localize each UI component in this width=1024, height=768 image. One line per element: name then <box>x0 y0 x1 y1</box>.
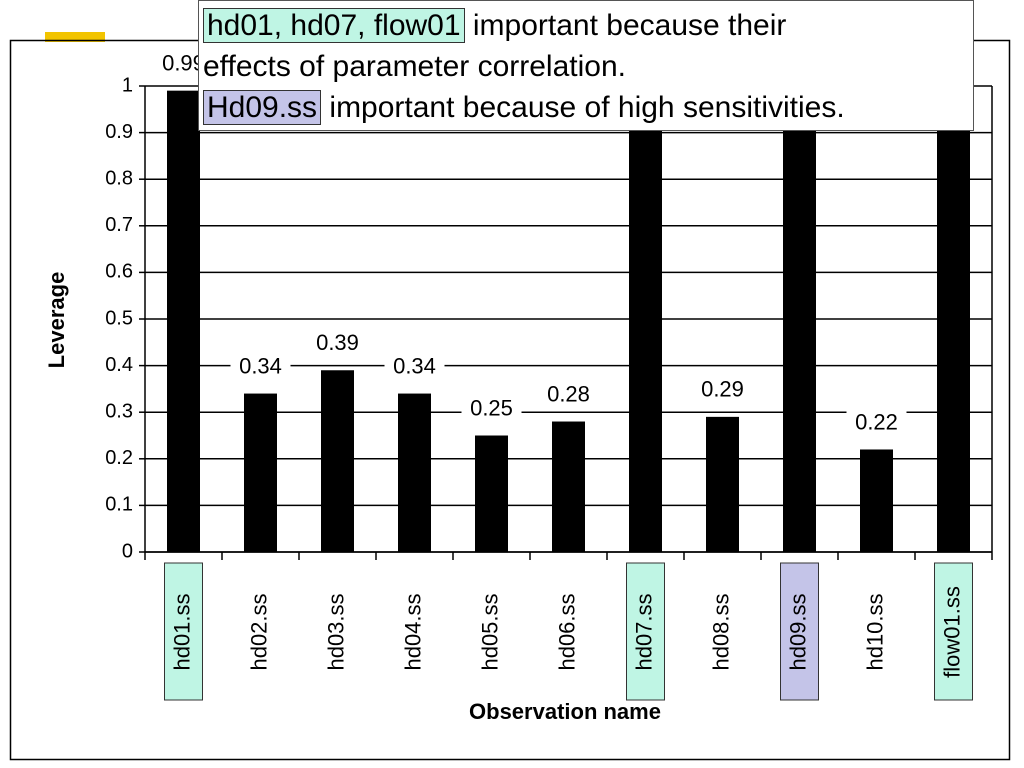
x-tick-label: hd02.ss <box>246 593 271 670</box>
callout-text: important because their <box>464 9 787 42</box>
data-label: 0.29 <box>701 377 744 402</box>
x-tick-label: hd04.ss <box>400 593 425 670</box>
y-tick-label: 0.8 <box>105 167 133 189</box>
callout-line: effects of parameter correlation. <box>203 46 973 87</box>
label-bg <box>461 396 522 423</box>
x-tick-label: hd09.ss <box>785 593 810 670</box>
y-tick-label: 0.3 <box>105 400 133 422</box>
y-tick-label: 0.6 <box>105 261 133 283</box>
bar <box>321 370 354 552</box>
label-bg <box>384 354 445 381</box>
bar <box>398 393 431 552</box>
y-tick-label: 0.7 <box>105 214 133 236</box>
decoration <box>45 32 105 42</box>
y-tick-label: 0.9 <box>105 121 133 143</box>
data-label: 0.99 <box>162 50 205 75</box>
callout-text: effects of parameter correlation. <box>203 50 626 83</box>
y-tick-label: 0.2 <box>105 447 133 469</box>
callout-highlight: hd01, hd07, flow01 <box>203 8 465 43</box>
data-label: 0.34 <box>393 353 436 378</box>
callout-highlight: Hd09.ss <box>203 90 322 125</box>
x-tick-label: hd07.ss <box>631 593 656 670</box>
callout-text: important because of high sensitivities. <box>321 91 845 124</box>
x-axis-label: Observation name <box>469 699 661 724</box>
callout: hd01, hd07, flow01 important because the… <box>198 0 974 131</box>
bar <box>706 416 739 552</box>
x-tick-label: hd08.ss <box>708 593 733 670</box>
y-tick-label: 0 <box>122 540 133 562</box>
bar <box>860 449 893 552</box>
y-tick-label: 0.5 <box>105 307 133 329</box>
y-tick-label: 1 <box>122 74 133 96</box>
y-axis-label: Leverage <box>44 272 69 369</box>
label-bg <box>307 331 368 358</box>
label-bg <box>846 410 907 437</box>
data-label: 0.22 <box>855 409 898 434</box>
data-label: 0.28 <box>547 381 590 406</box>
bar <box>552 421 585 552</box>
label-bg <box>538 382 599 409</box>
data-label: 0.34 <box>239 353 282 378</box>
label-bg <box>692 377 753 404</box>
bar <box>629 86 662 552</box>
x-tick-label: hd01.ss <box>169 593 194 670</box>
bar <box>937 86 970 552</box>
category-highlight <box>780 562 819 701</box>
callout-line: hd01, hd07, flow01 important because the… <box>203 5 973 46</box>
y-tick-label: 0.4 <box>105 354 133 376</box>
bar <box>244 393 277 552</box>
x-tick-label: hd05.ss <box>477 593 502 670</box>
callout-line: Hd09.ss important because of high sensit… <box>203 87 973 128</box>
category-highlight <box>626 562 665 701</box>
category-highlight <box>164 562 203 701</box>
y-tick-label: 0.1 <box>105 494 133 516</box>
category-highlight <box>934 562 973 701</box>
x-tick-label: flow01.ss <box>939 586 964 678</box>
bar <box>475 435 508 552</box>
x-tick-label: hd06.ss <box>554 593 579 670</box>
label-bg <box>230 354 291 381</box>
data-label: 0.39 <box>316 330 359 355</box>
x-tick-label: hd03.ss <box>323 593 348 670</box>
bar <box>167 90 200 552</box>
data-label: 0.25 <box>470 395 513 420</box>
x-tick-label: hd10.ss <box>862 593 887 670</box>
bar <box>783 86 816 552</box>
